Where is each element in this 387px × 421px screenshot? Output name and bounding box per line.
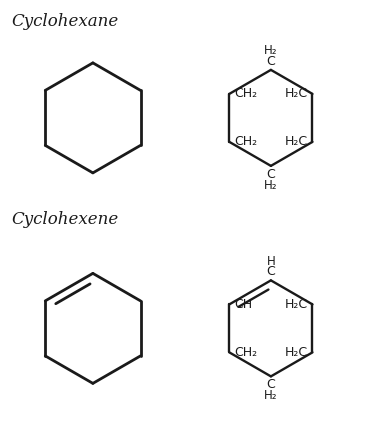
Text: H₂: H₂: [264, 179, 277, 192]
Text: H₂C: H₂C: [285, 88, 308, 100]
Text: H₂C: H₂C: [285, 136, 308, 148]
Text: H₂C: H₂C: [285, 298, 308, 311]
Text: H₂C: H₂C: [285, 346, 308, 359]
Text: H₂: H₂: [264, 389, 277, 402]
Text: C: C: [267, 378, 275, 392]
Text: CH₂: CH₂: [234, 88, 257, 100]
Text: C: C: [267, 265, 275, 278]
Text: C: C: [267, 168, 275, 181]
Text: Cyclohexene: Cyclohexene: [12, 210, 119, 227]
Text: H₂: H₂: [264, 44, 277, 57]
Text: CH: CH: [234, 298, 252, 311]
Text: CH₂: CH₂: [234, 346, 257, 359]
Text: CH₂: CH₂: [234, 136, 257, 148]
Text: C: C: [267, 55, 275, 68]
Text: H: H: [267, 255, 275, 268]
Text: Cyclohexane: Cyclohexane: [12, 13, 119, 29]
